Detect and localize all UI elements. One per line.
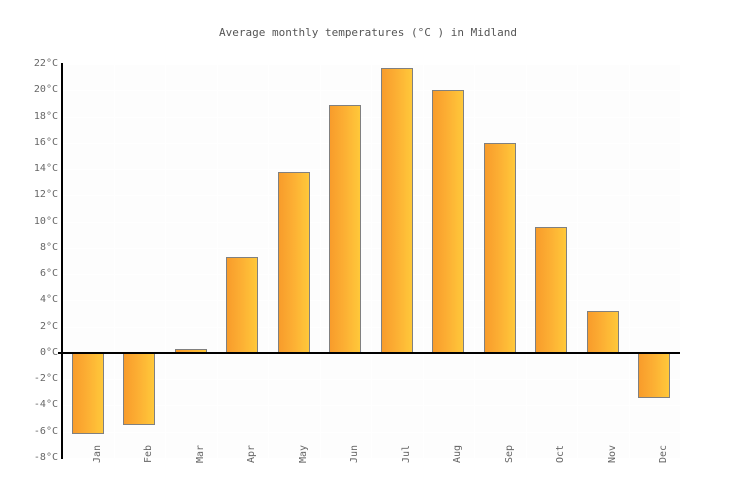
y-axis-tick-16: 16°C [33, 136, 58, 148]
y-axis-tick-labels: 22°C 20°C 18°C 16°C 14°C 12°C 10°C 8°C 6°C 4°C 2°C… [0, 59, 58, 463]
gridline-horizontal [62, 458, 680, 459]
x-axis-tick-label: Nov [606, 444, 618, 463]
y-axis-tick--6: -6°C [33, 425, 58, 437]
x-axis-tick-labels: Jan Feb Mar Apr May Jun Jul Aug Sep Oct Nov Dec [62, 445, 680, 500]
bar-nov[interactable] [586, 310, 619, 353]
x-axis-tick-label: Apr [246, 444, 258, 463]
gridline-vertical [268, 64, 269, 458]
x-axis-tick-label: Aug [452, 444, 464, 463]
y-axis-tick-6: 6°C [39, 268, 58, 280]
gridline-vertical [165, 64, 166, 458]
y-axis-tick-22: 22°C [33, 58, 58, 69]
x-axis-tick-label: May [297, 444, 309, 463]
y-axis-line [61, 63, 63, 459]
y-axis-tick-10: 10°C [33, 215, 58, 227]
gridline-vertical [526, 64, 527, 458]
plot-area [58, 64, 681, 459]
bar-oct[interactable] [535, 226, 568, 353]
x-axis-tick-nov: Nov [596, 445, 618, 498]
bar-jun[interactable] [329, 104, 362, 353]
y-axis-tick--8: -8°C [33, 452, 58, 463]
bar-feb[interactable] [123, 352, 156, 426]
x-axis-tick-mar: Mar [184, 445, 206, 498]
y-axis-tick-14: 14°C [33, 163, 58, 175]
y-axis-tick-12: 12°C [33, 189, 58, 201]
chart-title: Average monthly temperatures (°C ) in Mi… [218, 26, 517, 39]
x-axis-tick-aug: Aug [441, 445, 463, 498]
x-axis-tick-dec: Dec [647, 445, 669, 498]
y-axis-tick--4: -4°C [33, 399, 58, 411]
y-axis-tick--2: -2°C [33, 373, 58, 385]
gridline-vertical [577, 64, 578, 458]
x-axis-tick-may: May [287, 445, 309, 498]
gridline-vertical [371, 64, 372, 458]
x-axis-tick-label: Jun [349, 444, 361, 463]
y-axis-tick-4: 4°C [39, 294, 58, 306]
bar-aug[interactable] [432, 90, 465, 353]
bar-jan[interactable] [71, 352, 104, 435]
gridline-vertical [474, 64, 475, 458]
y-axis-tick-0: 0°C [39, 346, 58, 358]
bar-sep[interactable] [483, 142, 516, 353]
y-axis-tick-18: 18°C [33, 110, 58, 122]
x-axis-tick-jan: Jan [81, 445, 103, 498]
x-axis-tick-label: Jan [91, 444, 103, 463]
x-axis-tick-oct: Oct [544, 445, 566, 498]
x-axis-tick-label: Feb [143, 444, 155, 463]
x-axis-tick-jul: Jul [390, 445, 412, 498]
bar-apr[interactable] [226, 257, 259, 353]
x-axis-tick-label: Mar [194, 444, 206, 463]
gridline-vertical [320, 64, 321, 458]
x-axis-tick-sep: Sep [493, 445, 515, 498]
y-axis-tick-20: 20°C [33, 84, 58, 96]
y-axis-tick-2: 2°C [39, 320, 58, 332]
gridline-vertical [423, 64, 424, 458]
gridline-vertical [114, 64, 115, 458]
bar-jul[interactable] [380, 67, 413, 353]
gridline-vertical [217, 64, 218, 458]
x-axis-tick-apr: Apr [235, 445, 257, 498]
gridline-vertical [629, 64, 630, 458]
x-axis-tick-jun: Jun [338, 445, 360, 498]
bar-may[interactable] [277, 171, 310, 353]
x-axis-tick-label: Sep [503, 444, 515, 463]
x-axis-tick-label: Oct [555, 444, 567, 463]
y-axis-tick-8: 8°C [39, 241, 58, 253]
x-axis-tick-label: Dec [658, 444, 670, 463]
zero-baseline [58, 351, 680, 354]
bar-dec[interactable] [638, 352, 671, 398]
gridline-vertical [680, 64, 681, 458]
x-axis-tick-label: Jul [400, 444, 412, 463]
x-axis-tick-feb: Feb [132, 445, 154, 498]
